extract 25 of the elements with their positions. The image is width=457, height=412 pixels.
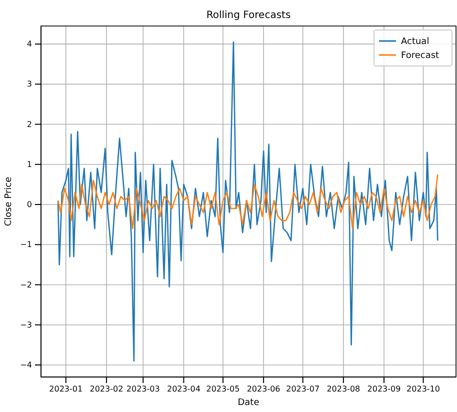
y-tick-label: 4: [26, 40, 32, 49]
chart-title: Rolling Forecasts: [206, 10, 291, 21]
y-axis-title: Close Price: [4, 176, 14, 226]
x-tick-label: 2023-10: [406, 384, 440, 394]
legend-label: Actual: [401, 37, 430, 47]
y-tick-label: −1: [20, 240, 32, 250]
y-tick-label: 2: [26, 120, 32, 129]
y-tick-label: −2: [20, 280, 32, 290]
x-tick-label: 2023-08: [326, 384, 360, 394]
x-tick-label: 2023-02: [90, 384, 124, 394]
y-tick-label: −3: [20, 320, 32, 330]
x-tick-label: 2023-03: [126, 384, 160, 394]
x-tick-label: 2023-01: [49, 384, 83, 394]
x-tick-label: 2023-07: [286, 384, 320, 394]
legend-label: Forecast: [401, 51, 440, 61]
x-tick-label: 2023-05: [206, 384, 240, 394]
x-axis-title: Date: [238, 398, 260, 408]
line-series: [57, 174, 438, 230]
x-tick-label: 2023-04: [166, 384, 200, 394]
y-tick-label: 0: [26, 200, 32, 210]
x-tick-label: 2023-09: [367, 384, 401, 394]
x-tick-label: 2023-06: [246, 384, 280, 394]
y-tick-label: 3: [26, 80, 32, 89]
y-tick-label: −4: [20, 360, 32, 370]
y-tick-label: 1: [26, 160, 32, 169]
